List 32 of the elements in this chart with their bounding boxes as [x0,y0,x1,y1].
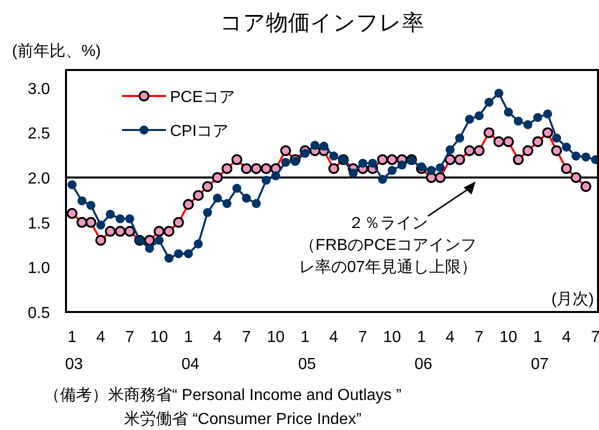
x-tick-label: 1 03 [65,329,84,373]
y-tick-label: 2.0 [28,170,50,188]
x-tick-label: 1 07 [530,329,549,373]
x-tick-label: 4 [562,329,571,346]
x-tick-label: 7 [358,329,368,346]
y-tick-label: 3.0 [28,80,50,98]
x-tick-label: 10 [150,329,168,346]
x-tick-label: 7 [474,329,484,346]
y-tick-label: 1.5 [28,215,50,232]
y-tick-label: 1.0 [28,260,50,278]
y-tick-label: 0.5 [28,305,50,322]
text: （備考）米商務省“ Personal Income and Outlays ” 米労働省 “Consumer Price Index” [44,386,402,428]
x-tick-label: 1 04 [182,329,200,373]
x-tick-label: 7 [590,329,599,346]
x-tick-label: 10 [500,329,518,346]
x-tick-label: 1 05 [298,329,316,373]
x-tick-label: 4 [329,329,338,346]
y-axis-title: (前年比、%) [12,42,101,60]
x-tick-label: 10 [266,329,285,346]
x-tick-label: 10 [383,329,402,346]
x-tick-label: 4 [212,329,222,346]
legend-label: CPIコア [170,123,229,140]
chart-title: コア物価インフレ率 [220,10,424,35]
y-tick-label: 2.5 [28,126,50,143]
x-axis-title: (月次) [551,291,594,308]
legend-label: PCEコア [170,89,235,106]
annotation: ２％ライン（FRBのPCEコアインフレ率の07年見通し上限） [299,215,477,276]
x-tick-label: 7 [125,329,134,346]
x-tick-label: 1 06 [414,329,432,373]
x-tick-label: 4 [96,329,106,346]
x-tick-label: 4 [446,329,455,346]
x-tick-label: 7 [242,329,251,346]
